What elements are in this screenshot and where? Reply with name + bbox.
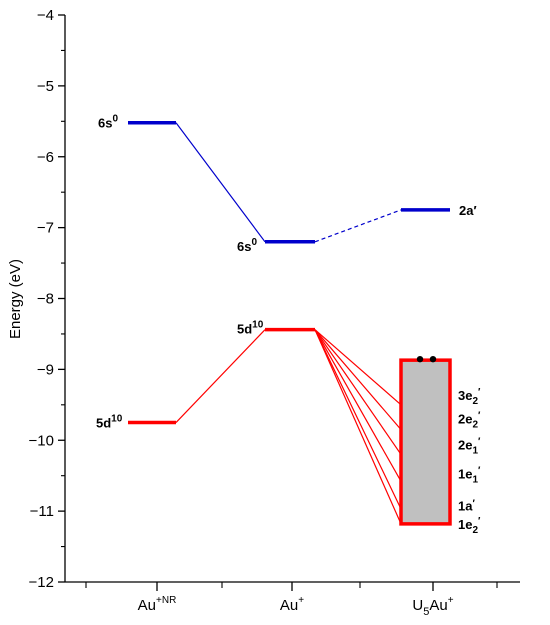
orbital-sub: 2	[472, 525, 478, 536]
level-label-sup: 0	[112, 114, 118, 125]
orbital-base: 1e	[458, 517, 472, 532]
orbital-prime: ′	[478, 410, 481, 421]
y-tick-label: −4	[37, 7, 54, 24]
orbital-prime: ′	[478, 516, 481, 527]
x-tick-label: Au+NR	[138, 595, 177, 614]
fan-line	[314, 329, 402, 482]
band-orbital-label: 2e1′	[458, 437, 481, 457]
x-tick-sup: +	[448, 595, 454, 606]
level-label-u5au-2a: 2a′	[459, 203, 477, 218]
level-label-au-6s: 6s0	[237, 237, 257, 254]
level-label-sup: 10	[111, 414, 123, 425]
band-orbital-label: 1a′	[458, 498, 475, 513]
level-label-au-5d: 5d10	[237, 320, 264, 337]
level-label-aunr-6s: 6s0	[98, 114, 118, 131]
orbital-base: 1e	[458, 467, 472, 482]
connector-aunr-6s-au-6s	[175, 122, 266, 243]
orbital-prime: ′	[478, 437, 481, 448]
orbital-prime: ′	[478, 387, 481, 398]
level-label-base: 5d	[237, 322, 252, 337]
y-tick-label: −12	[29, 574, 54, 591]
orbital-sub: 1	[472, 446, 478, 457]
level-label-aunr-5d: 5d10	[96, 414, 123, 431]
connector-au-6s-u5au-2a	[314, 209, 402, 243]
fan-line	[314, 329, 402, 455]
fan-line	[314, 329, 402, 525]
level-label-base: 6s	[98, 116, 112, 131]
band-orbital-label: 3e2′	[458, 387, 481, 407]
level-label-base: 5d	[96, 416, 111, 431]
x-tick-sub: 5	[423, 606, 429, 618]
x-tick-sup: +NR	[156, 595, 176, 606]
x-tick-label: U5Au+	[412, 595, 453, 618]
fan-line	[314, 329, 402, 431]
x-tick-sup: +	[298, 595, 304, 606]
orbital-sub: 2	[472, 419, 478, 430]
y-tick-label: −11	[30, 503, 54, 520]
y-tick-label: −7	[37, 220, 54, 237]
x-tick-base: Au	[280, 597, 298, 614]
orbital-base: 2e	[458, 411, 472, 426]
connector-aunr-5d-au-5d	[175, 329, 266, 423]
y-tick-label: −9	[37, 361, 54, 378]
level-label-base: 6s	[237, 239, 251, 254]
x-tick-mid: Au	[429, 597, 447, 614]
fan-line	[314, 329, 402, 510]
orbital-base: 1a	[458, 498, 473, 513]
orbital-sub: 2	[472, 396, 478, 407]
x-tick-base: U	[412, 597, 423, 614]
level-label-base: 2a′	[459, 203, 477, 218]
fan-line	[314, 329, 402, 406]
level-label-sup: 0	[251, 237, 257, 248]
y-tick-label: −6	[37, 149, 54, 166]
orbital-prime: ′	[478, 466, 481, 477]
orbital-base: 2e	[458, 438, 472, 453]
y-axis-label: Energy (eV)	[7, 259, 24, 339]
y-tick-label: −10	[29, 432, 54, 449]
x-tick-base: Au	[138, 597, 156, 614]
orbital-prime: ′	[472, 498, 475, 509]
level-label-sup: 10	[252, 320, 264, 331]
y-tick-label: −5	[37, 78, 54, 95]
band-orbital-label: 1e1′	[458, 466, 481, 486]
band-orbital-label: 1e2′	[458, 516, 481, 536]
band-orbital-label: 2e2′	[458, 410, 481, 430]
electron-dot	[429, 355, 437, 363]
x-tick-label: Au+	[280, 595, 304, 614]
orbital-sub: 1	[472, 475, 478, 486]
electron-dot	[416, 355, 424, 363]
y-tick-label: −8	[37, 291, 54, 308]
d-band-box	[399, 358, 452, 526]
orbital-base: 3e	[458, 388, 472, 403]
